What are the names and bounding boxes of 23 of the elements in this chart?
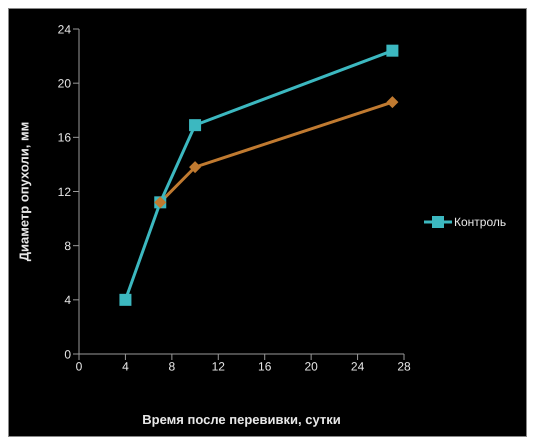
point xyxy=(119,294,132,306)
x-tick-label: 8 xyxy=(168,360,176,374)
point xyxy=(189,161,202,174)
x-tick-label: 16 xyxy=(258,360,272,374)
legend-label: Контроль xyxy=(454,214,506,228)
x-tick-label: 24 xyxy=(350,360,365,374)
y-tick-label: 24 xyxy=(58,22,72,36)
y-tick-label: 8 xyxy=(64,238,72,253)
x-tick-label: 28 xyxy=(397,360,411,374)
y-tick-label: 0 xyxy=(64,347,72,362)
y-tick-label: 16 xyxy=(58,130,72,145)
point xyxy=(386,96,398,108)
x-tick-label: 12 xyxy=(212,360,226,374)
point xyxy=(386,44,398,57)
x-tick-label: 20 xyxy=(304,360,318,374)
x-tick-label: 4 xyxy=(122,360,130,374)
y-tick-label: 12 xyxy=(58,184,72,199)
point xyxy=(189,119,202,132)
y-axis-title: Диаметр опухоли, мм xyxy=(16,122,32,262)
x-axis-title: Время после перевивки, сутки xyxy=(142,412,341,427)
x-tick-label: 0 xyxy=(76,360,83,374)
y-tick-label: 20 xyxy=(58,76,72,90)
y-tick-label: 4 xyxy=(64,293,72,308)
